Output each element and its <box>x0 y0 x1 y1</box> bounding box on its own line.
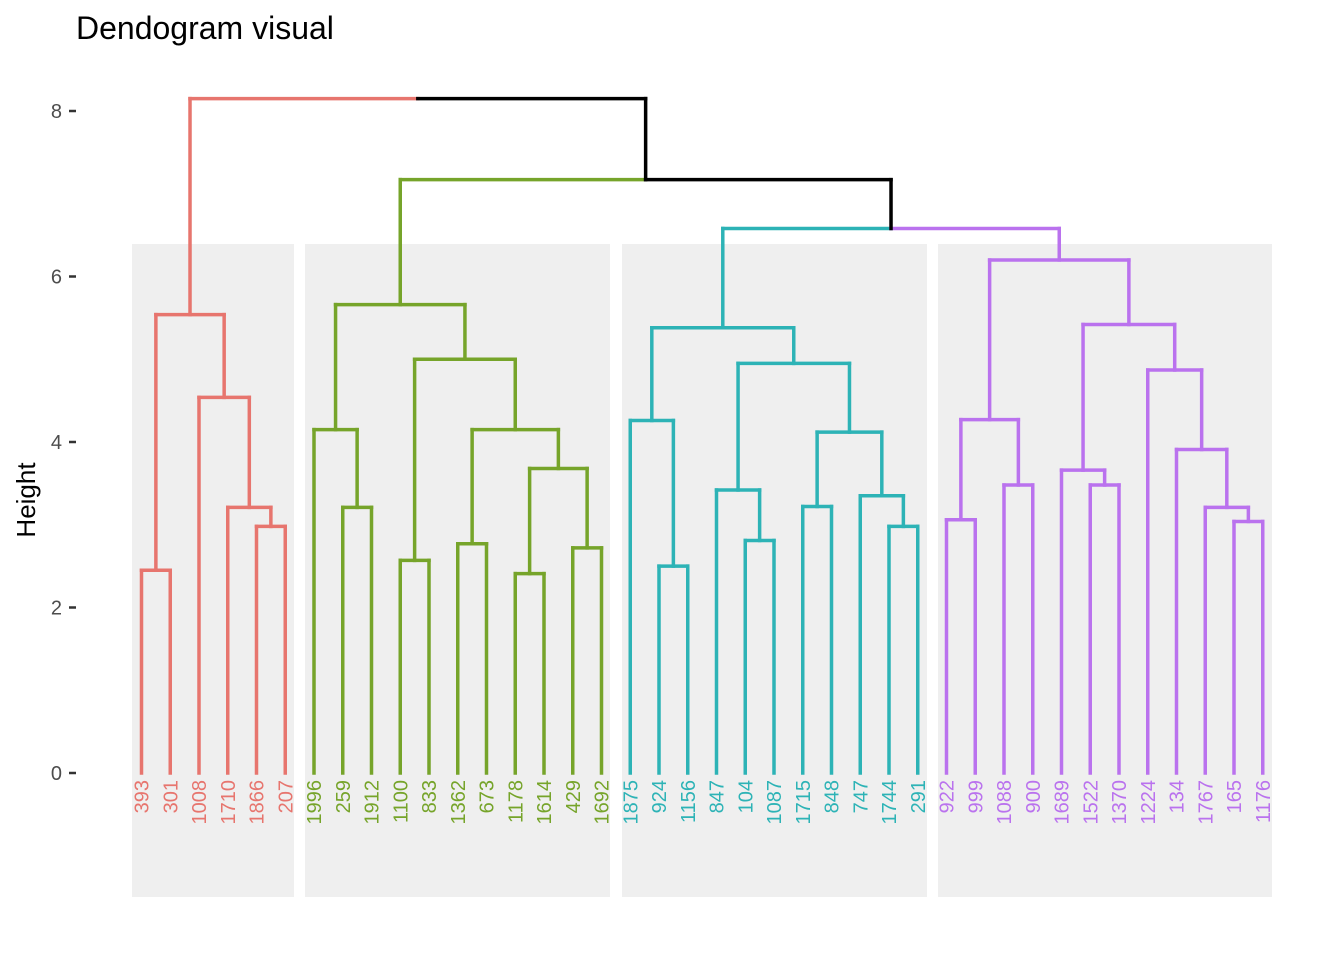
leaf-label-1875: 1875 <box>620 780 642 825</box>
leaf-label-900: 900 <box>1023 780 1045 813</box>
leaf-label-1370: 1370 <box>1109 780 1131 825</box>
leaf-label-259: 259 <box>333 780 355 813</box>
leaf-label-833: 833 <box>419 780 441 813</box>
leaf-label-1088: 1088 <box>994 780 1016 825</box>
leaf-label-393: 393 <box>132 780 154 813</box>
dendrogram-links <box>139 96 1265 775</box>
leaf-label-1744: 1744 <box>879 780 901 825</box>
leaf-label-1176: 1176 <box>1253 780 1275 823</box>
chart-title: Dendogram visual <box>76 10 334 46</box>
leaf-label-1912: 1912 <box>362 780 384 825</box>
cluster-rectangles <box>132 244 1272 897</box>
leaf-label-747: 747 <box>850 780 872 813</box>
leaf-label-291: 291 <box>908 780 930 813</box>
leaf-label-429: 429 <box>563 780 585 813</box>
leaf-label-848: 848 <box>822 780 844 813</box>
leaf-label-1522: 1522 <box>1080 780 1102 825</box>
leaf-label-999: 999 <box>965 780 987 813</box>
leaf-label-1008: 1008 <box>189 780 211 825</box>
leaf-label-301: 301 <box>160 780 182 813</box>
leaf-label-1767: 1767 <box>1195 780 1217 825</box>
y-tick-label-2: 2 <box>51 598 62 620</box>
y-tick-label-4: 4 <box>51 432 62 454</box>
leaf-labels: 393 301 1008 1710 1866 207 1996 259 1912 1100 833 1… <box>132 780 1275 825</box>
leaf-label-922: 922 <box>937 780 959 813</box>
leaf-label-1692: 1692 <box>592 780 614 825</box>
leaf-label-847: 847 <box>707 780 729 813</box>
leaf-label-673: 673 <box>477 780 499 813</box>
leaf-label-1156: 1156 <box>678 780 700 823</box>
leaf-label-134: 134 <box>1167 780 1189 813</box>
leaf-label-1614: 1614 <box>534 780 556 825</box>
leaf-label-1996: 1996 <box>304 780 326 825</box>
leaf-label-207: 207 <box>275 780 297 813</box>
leaf-label-1087: 1087 <box>764 780 786 825</box>
leaf-label-165: 165 <box>1224 780 1246 813</box>
y-tick-label-8: 8 <box>51 101 62 123</box>
cluster-rect-4 <box>938 244 1272 897</box>
y-tick-label-6: 6 <box>51 267 62 289</box>
leaf-label-1178: 1178 <box>505 780 527 823</box>
leaf-label-1224: 1224 <box>1138 780 1160 825</box>
leaf-label-1866: 1866 <box>247 780 269 825</box>
leaf-label-1689: 1689 <box>1052 780 1074 825</box>
y-axis: 0 2 4 6 8 <box>51 101 76 785</box>
leaf-label-104: 104 <box>735 780 757 813</box>
leaf-label-1715: 1715 <box>793 780 815 825</box>
leaf-label-1710: 1710 <box>218 780 240 825</box>
leaf-label-924: 924 <box>649 780 671 813</box>
y-tick-label-0: 0 <box>51 763 62 785</box>
leaf-label-1100: 1100 <box>390 780 412 823</box>
leaf-label-1362: 1362 <box>448 780 470 825</box>
y-axis-title: Height <box>11 462 41 538</box>
